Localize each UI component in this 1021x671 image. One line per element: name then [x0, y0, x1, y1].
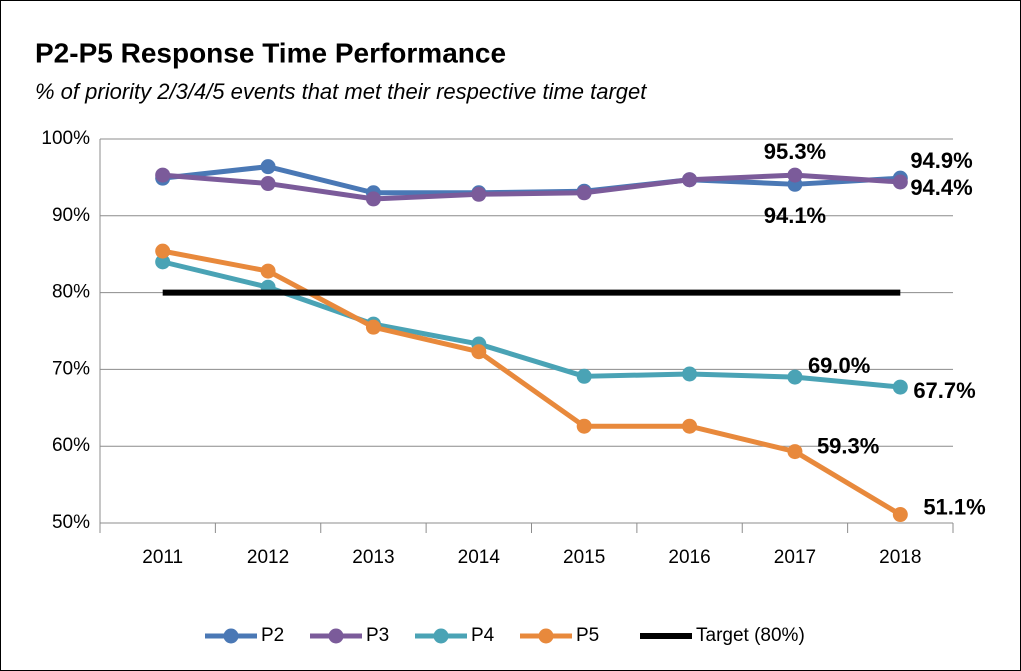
legend-label: Target (80%) — [696, 625, 805, 646]
data-label: 94.1% — [764, 203, 826, 228]
data-label: 51.1% — [923, 494, 985, 519]
y-tick-label: 90% — [52, 205, 90, 226]
marker — [471, 344, 487, 360]
marker — [787, 369, 803, 385]
marker — [365, 191, 381, 207]
x-tick-label: 2011 — [142, 547, 183, 568]
marker — [682, 366, 698, 382]
marker — [576, 185, 592, 201]
data-label: 95.3% — [764, 139, 826, 164]
data-label: 59.3% — [817, 433, 879, 458]
chart-title: P2-P5 Response Time Performance — [35, 37, 506, 68]
marker — [471, 186, 487, 202]
chart-subtitle: % of priority 2/3/4/5 events that met th… — [35, 79, 647, 104]
data-label: 67.7% — [913, 378, 975, 403]
marker — [682, 418, 698, 434]
marker — [787, 167, 803, 183]
marker — [892, 174, 908, 190]
marker — [576, 418, 592, 434]
legend-label: P2 — [261, 625, 284, 646]
x-tick-label: 2017 — [774, 547, 816, 568]
marker — [155, 254, 171, 270]
x-tick-label: 2012 — [247, 547, 289, 568]
y-tick-label: 60% — [52, 435, 90, 456]
marker — [682, 172, 698, 188]
marker — [155, 167, 171, 183]
legend-marker — [433, 628, 449, 644]
marker — [260, 263, 276, 279]
legend-marker — [223, 628, 239, 644]
x-tick-label: 2015 — [563, 547, 605, 568]
legend-marker — [328, 628, 344, 644]
y-tick-label: 70% — [52, 358, 90, 379]
legend-marker — [538, 628, 554, 644]
data-label: 94.9% — [910, 148, 972, 173]
marker — [787, 444, 803, 460]
x-tick-label: 2018 — [879, 547, 921, 568]
legend-label: P5 — [576, 625, 599, 646]
y-tick-label: 50% — [52, 512, 90, 533]
series-line — [162, 248, 902, 517]
data-label: 94.4% — [910, 175, 972, 200]
marker — [576, 368, 592, 384]
marker — [260, 176, 276, 192]
x-tick-label: 2016 — [668, 547, 710, 568]
x-tick-label: 2013 — [352, 547, 394, 568]
y-tick-label: 80% — [52, 282, 90, 303]
x-tick-label: 2014 — [458, 547, 501, 568]
legend-label: P3 — [366, 625, 389, 646]
data-label: 69.0% — [808, 353, 870, 378]
marker — [365, 319, 381, 335]
series-line — [162, 172, 901, 202]
marker — [892, 507, 908, 523]
legend-label: P4 — [471, 625, 495, 646]
marker — [892, 379, 908, 395]
marker — [155, 243, 171, 259]
marker — [260, 159, 276, 175]
y-tick-label: 100% — [41, 128, 90, 149]
